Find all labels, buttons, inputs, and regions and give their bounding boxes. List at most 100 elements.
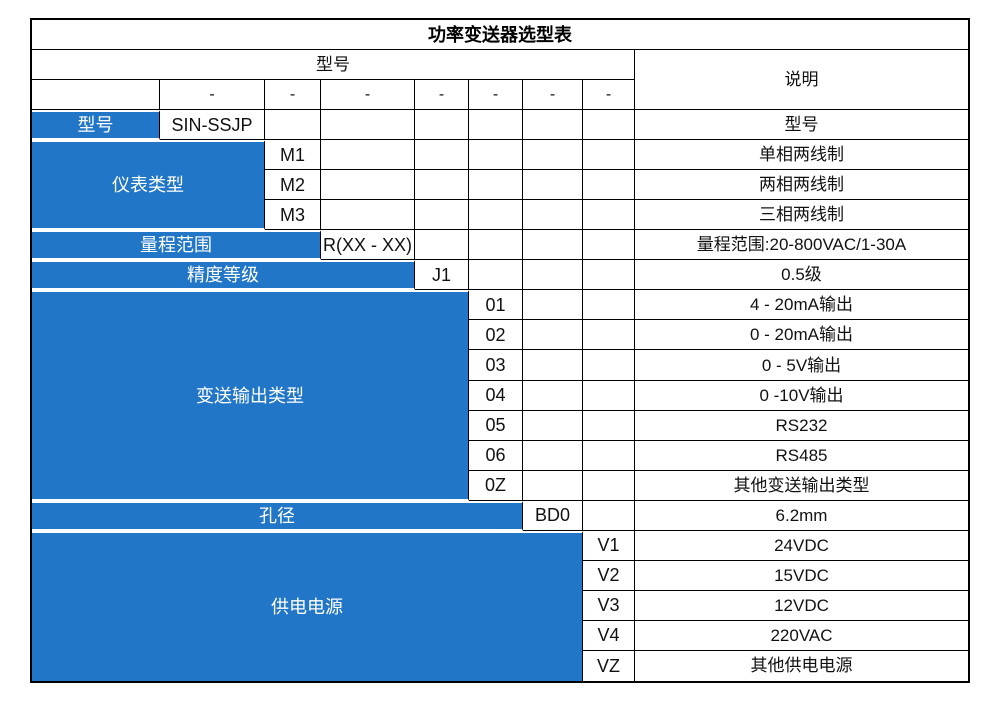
desc-cell-m1: 单相两线制 bbox=[635, 140, 968, 171]
selection-table: 功率变送器选型表 型号 说明 - - - - - - - 型号 SIN-SSJP… bbox=[30, 18, 970, 683]
empty-cell bbox=[415, 200, 469, 231]
empty-cell bbox=[523, 470, 583, 501]
dash-cell: - bbox=[469, 80, 523, 111]
code-cell-04: 04 bbox=[469, 380, 523, 411]
empty-cell bbox=[265, 110, 321, 141]
empty-cell bbox=[415, 110, 469, 141]
empty-cell bbox=[523, 440, 583, 471]
empty-cell bbox=[583, 200, 635, 231]
section-label-output-type: 变送输出类型 bbox=[32, 290, 469, 501]
desc-cell-range: 量程范围:20-800VAC/1-30A bbox=[635, 230, 968, 261]
empty-cell bbox=[523, 320, 583, 351]
code-cell-v2: V2 bbox=[583, 560, 635, 591]
code-cell-01: 01 bbox=[469, 290, 523, 321]
empty-cell bbox=[523, 230, 583, 261]
desc-cell-aperture: 6.2mm bbox=[635, 501, 968, 531]
empty-cell bbox=[321, 200, 415, 231]
empty-cell bbox=[415, 170, 469, 201]
empty-cell bbox=[469, 200, 523, 231]
empty-cell bbox=[469, 260, 523, 291]
empty-cell bbox=[469, 170, 523, 201]
code-cell-m2: M2 bbox=[265, 170, 321, 201]
empty-cell bbox=[583, 110, 635, 141]
desc-cell-05: RS232 bbox=[635, 411, 968, 441]
section-label-aperture: 孔径 bbox=[32, 500, 523, 531]
empty-cell bbox=[523, 410, 583, 441]
empty-cell bbox=[523, 170, 583, 201]
code-cell-03: 03 bbox=[469, 350, 523, 381]
empty-cell bbox=[523, 290, 583, 321]
empty-cell bbox=[321, 170, 415, 201]
model-column-header: 型号 bbox=[32, 50, 635, 81]
empty-cell bbox=[523, 350, 583, 381]
desc-cell-02: 0 - 20mA输出 bbox=[635, 320, 968, 351]
code-cell-j1: J1 bbox=[415, 260, 469, 291]
empty-cell bbox=[523, 260, 583, 291]
empty-cell bbox=[583, 440, 635, 471]
empty-cell bbox=[583, 500, 635, 531]
empty-cell bbox=[583, 170, 635, 201]
code-cell-02: 02 bbox=[469, 320, 523, 351]
desc-cell-accuracy: 0.5级 bbox=[635, 260, 968, 291]
desc-cell-v4: 220VAC bbox=[635, 621, 968, 651]
empty-cell bbox=[523, 110, 583, 141]
code-cell-0z: 0Z bbox=[469, 470, 523, 501]
desc-cell-06: RS485 bbox=[635, 441, 968, 471]
desc-cell-01: 4 - 20mA输出 bbox=[635, 290, 968, 321]
empty-cell bbox=[583, 380, 635, 411]
desc-cell-v3: 12VDC bbox=[635, 591, 968, 621]
code-cell-range: R(XX - XX) bbox=[321, 230, 415, 261]
code-cell-v1: V1 bbox=[583, 530, 635, 561]
dash-cell: - bbox=[321, 80, 415, 111]
code-cell-v4: V4 bbox=[583, 620, 635, 651]
code-cell-sin-ssjp: SIN-SSJP bbox=[160, 110, 265, 141]
empty-cell bbox=[523, 140, 583, 171]
empty-cell bbox=[583, 290, 635, 321]
dash-cell: - bbox=[415, 80, 469, 111]
desc-cell-04: 0 -10V输出 bbox=[635, 381, 968, 411]
empty-cell bbox=[523, 200, 583, 231]
desc-cell-03: 0 - 5V输出 bbox=[635, 350, 968, 381]
empty-cell bbox=[583, 320, 635, 351]
empty-cell bbox=[583, 140, 635, 171]
code-cell-06: 06 bbox=[469, 440, 523, 471]
description-column-header: 说明 bbox=[635, 50, 968, 111]
empty-cell bbox=[583, 230, 635, 261]
section-label-power: 供电电源 bbox=[32, 530, 583, 681]
empty-cell bbox=[469, 140, 523, 171]
empty-cell bbox=[469, 230, 523, 261]
code-cell-05: 05 bbox=[469, 410, 523, 441]
desc-cell-v2: 15VDC bbox=[635, 561, 968, 591]
dash-cell: - bbox=[583, 80, 635, 111]
code-cell-v3: V3 bbox=[583, 590, 635, 621]
desc-cell-m3: 三相两线制 bbox=[635, 200, 968, 231]
empty-cell bbox=[415, 140, 469, 171]
desc-cell-model: 型号 bbox=[635, 110, 968, 141]
dash-cell: - bbox=[160, 80, 265, 111]
dash-cell: - bbox=[265, 80, 321, 111]
table-title: 功率变送器选型表 bbox=[32, 20, 968, 51]
empty-cell bbox=[415, 230, 469, 261]
empty-cell bbox=[469, 110, 523, 141]
code-cell-vz: VZ bbox=[583, 650, 635, 681]
desc-cell-0z: 其他变送输出类型 bbox=[635, 471, 968, 501]
empty-cell bbox=[321, 110, 415, 141]
code-cell-m1: M1 bbox=[265, 140, 321, 171]
empty-cell bbox=[583, 350, 635, 381]
code-cell-bd0: BD0 bbox=[523, 500, 583, 531]
desc-cell-v1: 24VDC bbox=[635, 531, 968, 561]
empty-cell bbox=[583, 410, 635, 441]
desc-cell-vz: 其他供电电源 bbox=[750, 656, 853, 676]
section-label-range: 量程范围 bbox=[32, 230, 321, 261]
empty-cell bbox=[583, 470, 635, 501]
section-label-meter-type: 仪表类型 bbox=[32, 140, 265, 231]
empty-cell bbox=[321, 140, 415, 171]
empty-cell bbox=[32, 80, 160, 111]
section-label-accuracy: 精度等级 bbox=[32, 260, 415, 291]
empty-cell bbox=[583, 260, 635, 291]
desc-cell-m2: 两相两线制 bbox=[635, 170, 968, 201]
section-label-model: 型号 bbox=[32, 110, 160, 141]
dash-cell: - bbox=[523, 80, 583, 111]
empty-cell bbox=[523, 380, 583, 411]
